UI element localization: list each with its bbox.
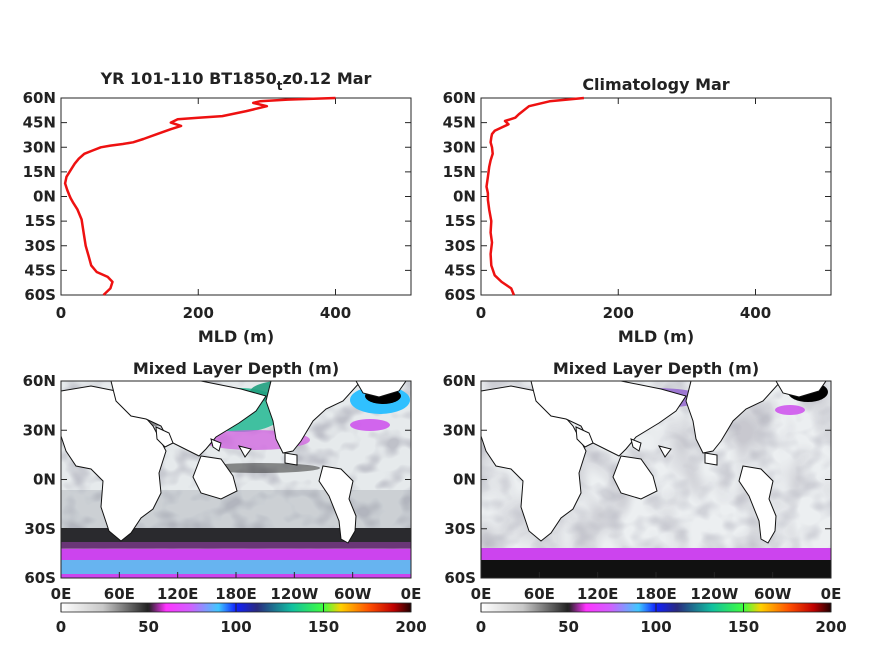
y-tick-label: 15N (23, 163, 56, 181)
lat-tick-label: 30S (24, 520, 56, 538)
colorbar-tick-label: 200 (395, 618, 426, 636)
x-tick-label: 400 (320, 304, 351, 322)
heatmap-field (481, 381, 831, 578)
chart-title: Mixed Layer Depth (m) (133, 359, 339, 378)
lon-tick-label: 60W (334, 585, 372, 603)
panel-3: Mixed Layer Depth (m) 60N 30N 0N 30S 60S 0E 6… (23, 359, 427, 636)
panel-1: YR 101-110 BT1850tz0.12 Mar 60N 45N 30N 15N… (23, 69, 412, 346)
x-tick-label: 200 (183, 304, 214, 322)
chart-title: YR 101-110 BT1850tz0.12 Mar (100, 69, 372, 93)
chart-title: Climatology Mar (582, 75, 729, 94)
y-tick-label: 60N (23, 89, 56, 107)
lon-tick-label: 0E (471, 585, 492, 603)
y-tick-label: 15S (24, 212, 56, 230)
plot-frame (480, 97, 832, 296)
x-tick-label: 0 (476, 304, 486, 322)
lon-tick-label: 120E (577, 585, 619, 603)
y-tick-label: 30S (444, 237, 476, 255)
lon-tick-label: 120E (157, 585, 199, 603)
series-line (63, 96, 336, 296)
lat-tick-label: 30N (23, 421, 56, 439)
y-tick-label: 30S (24, 237, 56, 255)
colorbar-tick-label: 100 (220, 618, 251, 636)
y-tick-label: 30N (23, 138, 56, 156)
colorbar-tick-label: 150 (728, 618, 759, 636)
x-axis-label: MLD (m) (618, 327, 694, 346)
lat-tick-label: 60N (23, 372, 56, 390)
x-tick-label: 400 (740, 304, 771, 322)
y-tick-label: 45S (444, 261, 476, 279)
lat-tick-label: 60S (444, 569, 476, 587)
chart-title: Mixed Layer Depth (m) (553, 359, 759, 378)
plot-frame (60, 97, 412, 296)
lon-tick-label: 180E (215, 585, 257, 603)
colorbar-tick-label: 0 (476, 618, 486, 636)
lat-tick-label: 30N (443, 421, 476, 439)
lat-tick-label: 0N (33, 471, 56, 489)
lon-tick-label: 120W (690, 585, 738, 603)
y-tick-label: 15N (443, 163, 476, 181)
y-tick-label: 60S (24, 286, 56, 304)
colorbar-tick-label: 100 (640, 618, 671, 636)
y-tick-label: 45S (24, 261, 56, 279)
colorbar-tick-label: 0 (56, 618, 66, 636)
lon-tick-label: 0E (821, 585, 842, 603)
colorbar-tick-label: 200 (815, 618, 846, 636)
colorbar-tick-label: 150 (308, 618, 339, 636)
series-line (485, 96, 585, 296)
y-tick-label: 60N (443, 89, 476, 107)
y-tick-label: 0N (453, 188, 476, 206)
lat-tick-label: 60S (24, 569, 56, 587)
heatmap-field (61, 381, 411, 578)
y-tick-label: 45N (23, 114, 56, 132)
y-tick-label: 45N (443, 114, 476, 132)
x-tick-label: 200 (603, 304, 634, 322)
lon-tick-label: 60E (524, 585, 555, 603)
panel-4: Mixed Layer Depth (m) 60N 30N 0N 30S 60S 0E 6… (443, 359, 847, 636)
lat-tick-label: 30S (444, 520, 476, 538)
lon-tick-label: 60E (104, 585, 135, 603)
y-tick-label: 30N (443, 138, 476, 156)
x-axis-label: MLD (m) (198, 327, 274, 346)
x-tick-label: 0 (56, 304, 66, 322)
lon-tick-label: 120W (270, 585, 318, 603)
lat-tick-label: 60N (443, 372, 476, 390)
lon-tick-label: 180E (635, 585, 677, 603)
y-tick-label: 0N (33, 188, 56, 206)
lon-tick-label: 60W (754, 585, 792, 603)
lon-tick-label: 0E (51, 585, 72, 603)
colorbar-tick-label: 50 (558, 618, 579, 636)
lon-tick-label: 0E (401, 585, 422, 603)
colorbar-tick-label: 50 (138, 618, 159, 636)
lat-tick-label: 0N (453, 471, 476, 489)
y-tick-label: 15S (444, 212, 476, 230)
panel-2: Climatology Mar 60N 45N 30N 15N 0N 15S 30S 45S 6… (443, 75, 832, 346)
y-tick-label: 60S (444, 286, 476, 304)
